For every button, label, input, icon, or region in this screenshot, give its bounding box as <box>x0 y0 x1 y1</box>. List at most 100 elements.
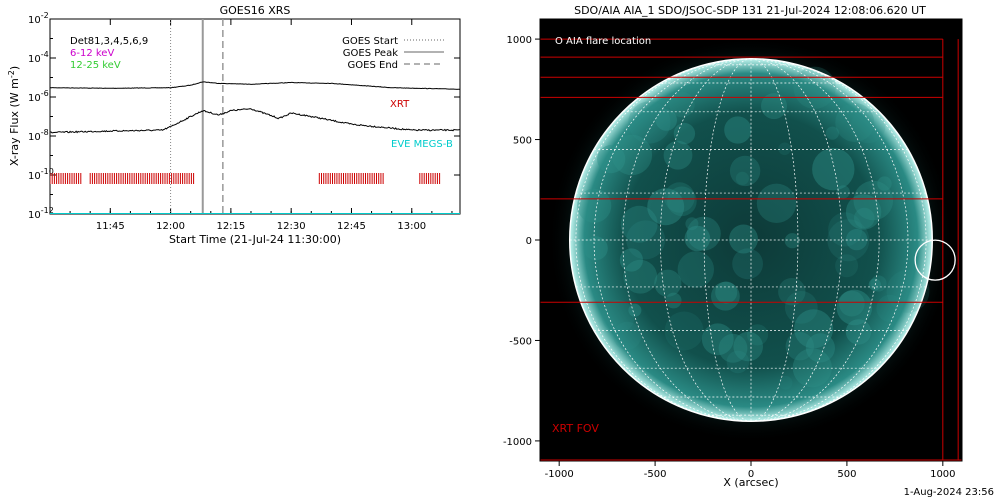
aia-plot-title: SDO/AIA AIA_1 SDO/JSOC-SDP 131 21-Jul-20… <box>574 4 926 17</box>
solar-texture-blob <box>619 248 644 272</box>
solar-texture-blob <box>836 185 850 199</box>
solar-texture-blob <box>711 281 740 311</box>
solar-texture-blob <box>665 292 682 309</box>
aia-y-tick-label: 1000 <box>507 35 532 46</box>
solar-texture-blob <box>577 188 612 223</box>
solar-texture-blob <box>877 176 892 191</box>
solar-texture-blob <box>836 289 873 326</box>
goes-event-markers <box>170 19 224 214</box>
solar-texture-blob <box>597 145 626 174</box>
solar-texture-blob <box>732 248 763 280</box>
solar-texture-blob <box>715 281 738 304</box>
aia-x-tick-label: -1000 <box>545 469 574 480</box>
solar-texture-blob <box>853 180 894 221</box>
solar-texture-blob <box>685 217 699 231</box>
aia-x-tick-label: -500 <box>644 469 667 480</box>
eve-megs-annotation: EVE MEGS-B <box>391 139 453 150</box>
goes-x-axis: 11:45 12:00 12:15 12:30 12:45 13:00 <box>69 19 453 232</box>
goes-y-axis: 10-2 10-4 10-6 10-8 10-10 10-12 <box>28 11 460 221</box>
goes-x-tick-label: 12:00 <box>156 221 185 232</box>
legend-right-entry: GOES Start <box>342 36 398 47</box>
solar-texture-blob <box>746 324 769 346</box>
solar-texture-blob <box>733 331 763 362</box>
solar-texture-blob <box>654 269 682 297</box>
solar-texture-blob <box>794 309 834 349</box>
solar-texture-blob <box>854 207 875 229</box>
flare-location-circle <box>914 239 956 281</box>
solar-texture-blob <box>785 332 814 361</box>
solar-texture-blob <box>784 291 818 324</box>
aia-flare-marker <box>914 239 956 281</box>
solar-texture-blob <box>664 182 695 213</box>
legend-left-entry: 6-12 keV <box>70 48 114 59</box>
longitude-line <box>750 58 880 422</box>
solar-texture-blob <box>663 140 693 170</box>
solar-texture-blob <box>613 321 642 350</box>
goes-y-tick-label: 10-12 <box>28 206 54 221</box>
solar-texture-blob <box>846 228 868 251</box>
solar-texture-blob <box>669 91 695 118</box>
footer-timestamp: 1-Aug-2024 23:56 <box>904 487 994 498</box>
goes-x-tick-label: 12:30 <box>277 221 306 232</box>
goes-x-tick-label: 12:45 <box>337 221 366 232</box>
solar-texture-blob <box>735 171 750 185</box>
aia-y-tick-label: -1000 <box>503 437 532 448</box>
goes-x-tick-label: 13:00 <box>397 221 426 232</box>
solar-texture-blob <box>718 333 748 363</box>
solar-texture-blob <box>876 294 904 323</box>
legend-right-entry: GOES End <box>348 60 398 71</box>
goes-y-tick-label: 10-10 <box>28 167 54 182</box>
solar-texture-blob <box>778 375 793 390</box>
solar-texture-blob <box>812 148 855 191</box>
solar-texture-blob <box>868 278 881 291</box>
solar-texture-blob <box>784 233 800 249</box>
goes-series-line-0 <box>50 81 460 90</box>
aia-axes: -1000 -500 0 500 1000 1000 500 0 -500 -1000 <box>503 35 956 480</box>
goes-y-axis-label: X-ray Flux (W m-2) <box>7 66 21 166</box>
solar-texture-blob <box>664 311 704 351</box>
solar-texture-blob <box>620 205 658 243</box>
solar-texture-blob <box>838 290 865 317</box>
solar-texture-blob <box>778 278 806 306</box>
xrt-fov-label: XRT FOV <box>552 422 599 435</box>
longitude-line <box>750 58 842 422</box>
solar-texture-blob <box>850 108 886 144</box>
legend-left-entry: Det81,3,4,5,6,9 <box>70 36 148 47</box>
aia-y-tick-label: 500 <box>513 136 532 147</box>
goes-y-tick-label: 10-2 <box>28 11 49 26</box>
solar-texture-blob <box>835 254 859 278</box>
solar-texture-blob <box>601 300 635 333</box>
solar-texture-blob <box>628 101 671 144</box>
solar-texture-blob <box>827 219 870 262</box>
aia-image-plot: SDO/AIA AIA_1 SDO/JSOC-SDP 131 21-Jul-20… <box>503 4 963 489</box>
goes-series <box>50 81 460 214</box>
legend-left-entry: 12-25 keV <box>70 60 121 71</box>
solar-texture-blob <box>805 333 836 363</box>
solar-texture-blob <box>835 103 875 142</box>
goes-y-tick-label: 10-6 <box>28 89 49 104</box>
solar-texture-blob <box>845 194 882 230</box>
solar-texture-blob <box>701 323 734 356</box>
aia-y-tick-label: 0 <box>526 236 532 247</box>
legend-right-entry: GOES Peak <box>343 48 398 59</box>
goes-x-tick-label: 12:15 <box>216 221 245 232</box>
longitude-line <box>750 58 927 422</box>
solar-texture-blob <box>611 134 653 176</box>
solar-texture-blob <box>729 155 761 187</box>
solar-texture-blob <box>825 126 840 140</box>
solar-texture-blob <box>778 142 791 156</box>
goes-x-axis-label: Start Time (21-Jul-24 11:30:00) <box>169 233 341 246</box>
solar-texture-blob <box>647 188 685 226</box>
solar-texture-blob <box>673 122 696 145</box>
aia-y-tick-label: -500 <box>509 336 532 347</box>
solar-texture-blob <box>870 275 887 292</box>
solar-texture-blob <box>623 259 658 294</box>
solar-texture-blob <box>726 350 750 374</box>
solar-texture-blob <box>792 348 832 388</box>
solar-texture-blob <box>845 319 872 345</box>
aia-x-tick-label: 0 <box>748 469 754 480</box>
goes-xrs-plot: GOES16 XRS 10-2 10-4 10-6 10-8 10-10 10-12 11… <box>7 4 461 246</box>
